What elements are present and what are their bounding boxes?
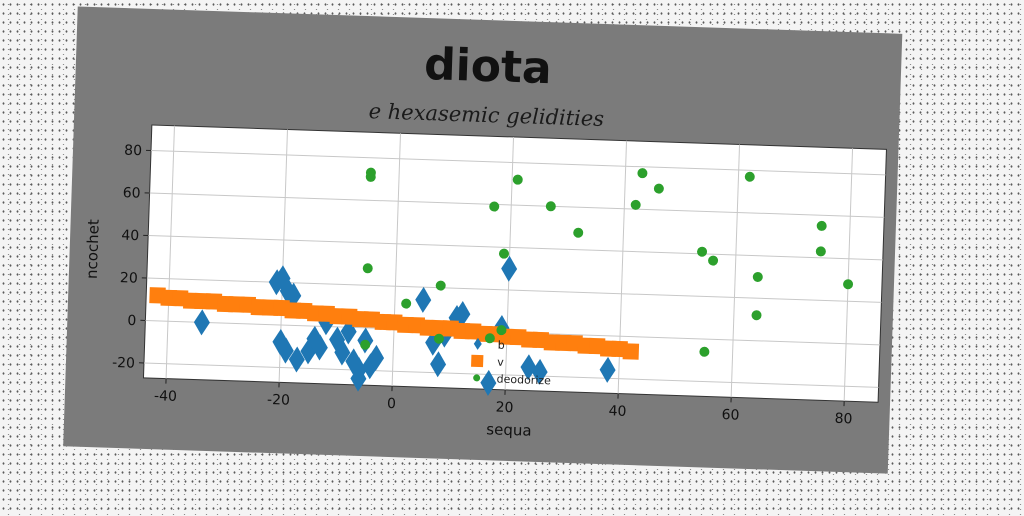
- x-tick-label: 20: [495, 400, 513, 417]
- y-tick-label: 80: [124, 143, 142, 160]
- x-tick-label: 80: [834, 411, 852, 428]
- y-tick-label: 40: [121, 228, 139, 245]
- x-tick-label: 40: [608, 403, 626, 420]
- legend-label: deodorize: [496, 373, 551, 388]
- x-tick-label: -40: [154, 388, 177, 405]
- legend-label: v: [497, 356, 504, 369]
- y-tick-label: -20: [112, 355, 135, 372]
- chart-suptitle: diota: [423, 39, 552, 94]
- x-tick-label: 60: [721, 407, 739, 424]
- x-tick-label: 0: [387, 396, 396, 412]
- legend-marker: [471, 355, 483, 367]
- x-tick-label: -20: [267, 392, 290, 409]
- y-tick-label: 60: [122, 185, 140, 202]
- x-axis-label: sequa: [486, 420, 532, 439]
- legend-label: b: [498, 339, 505, 352]
- y-tick-label: 20: [120, 270, 138, 287]
- plot-area: [143, 125, 886, 402]
- point-v: [623, 343, 640, 360]
- y-axis-label: ncochet: [83, 219, 103, 279]
- y-tick-label: 0: [127, 313, 136, 329]
